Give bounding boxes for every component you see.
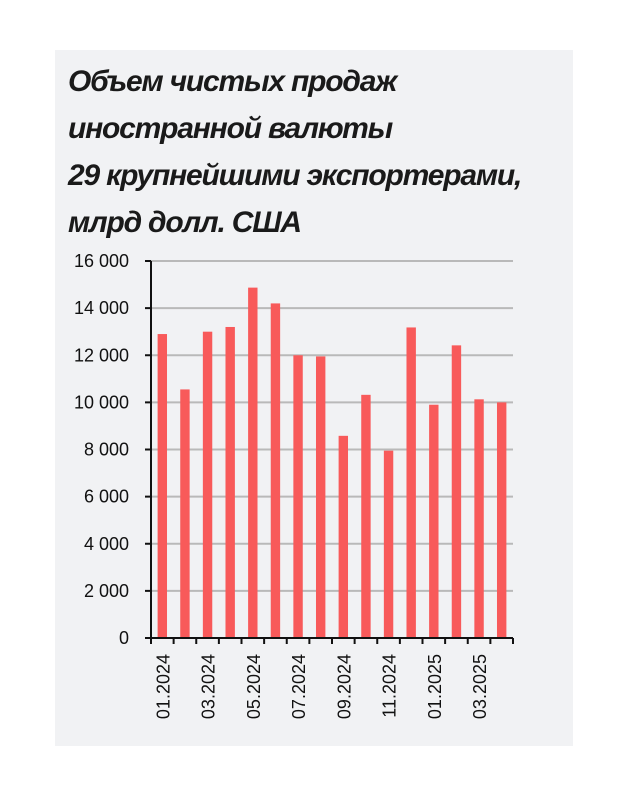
bar-11.2024 [383, 450, 394, 638]
bar-02.2025 [451, 345, 462, 638]
x-tick-label: 01.2025 [425, 654, 445, 719]
y-tick-label: 14 000 [74, 298, 129, 318]
bar-07.2024 [293, 355, 303, 638]
bar-12.2024 [406, 327, 416, 638]
x-tick-label: 03.2025 [470, 654, 490, 719]
bar-06.2024 [270, 303, 281, 638]
x-tick-label: 09.2024 [334, 654, 354, 719]
y-tick-label: 12 000 [74, 345, 129, 365]
bar-05.2024 [248, 287, 258, 638]
bar-10.2024 [361, 394, 371, 638]
bar-02.2024 [180, 389, 190, 638]
y-tick-label: 0 [119, 628, 129, 648]
title-line-4: млрд долл. США [68, 206, 302, 239]
y-tick-label: 4 000 [84, 534, 129, 554]
title-line-1: Объем чистых продаж [68, 65, 397, 98]
bar-04.2025 [496, 402, 507, 638]
chart-background [55, 50, 573, 746]
title-line-2: иностранной валюты [68, 112, 393, 145]
bar-01.2024 [157, 334, 168, 638]
bar-03.2025 [474, 399, 484, 638]
y-tick-label: 6 000 [84, 487, 129, 507]
x-tick-label: 05.2024 [244, 654, 264, 719]
y-tick-label: 2 000 [84, 581, 129, 601]
bar-04.2024 [225, 326, 235, 638]
bar-01.2025 [429, 404, 439, 638]
x-tick-label: 11.2024 [380, 654, 400, 718]
y-tick-label: 10 000 [74, 392, 129, 412]
bar-08.2024 [315, 356, 326, 638]
title-line-3: 29 крупнейшими экспортерами, [68, 159, 522, 192]
x-tick-label: 07.2024 [289, 654, 309, 719]
x-tick-label: 01.2024 [153, 654, 173, 719]
y-tick-label: 8 000 [84, 440, 129, 460]
y-tick-label: 16 000 [74, 251, 129, 271]
x-tick-label: 03.2024 [199, 654, 219, 719]
bar-09.2024 [338, 435, 349, 638]
bar-03.2024 [202, 331, 213, 638]
chart-title: Объем чистых продаж иностранной валюты 2… [68, 58, 522, 246]
